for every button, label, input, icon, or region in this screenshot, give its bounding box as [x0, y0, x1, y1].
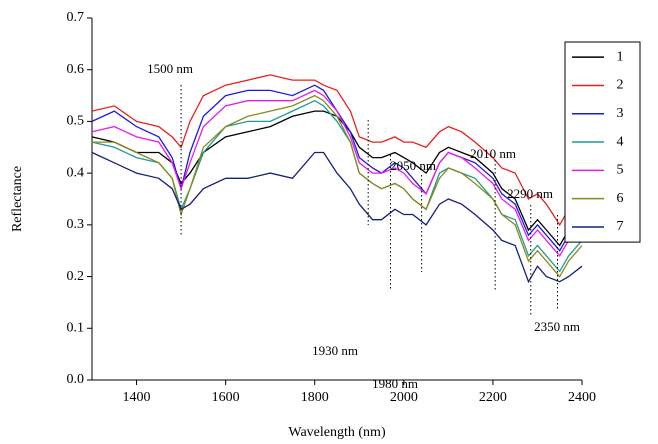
annotation: 2050 nm [390, 158, 436, 173]
annotation: 2350 nm [534, 319, 580, 334]
x-tick-label: 1400 [123, 390, 151, 405]
legend-label: 2 [617, 78, 624, 93]
legend-label: 3 [617, 106, 624, 121]
y-tick-label: 0.3 [67, 217, 85, 232]
annotation: 1930 nm [312, 343, 358, 358]
series-line [91, 89, 583, 258]
legend-label: 7 [617, 219, 624, 234]
annotation: 1980 nm [372, 376, 418, 391]
series-line [91, 74, 583, 227]
y-tick-label: 0.6 [67, 62, 85, 77]
x-tick-label: 2200 [479, 390, 507, 405]
y-tick-label: 0.0 [67, 372, 85, 387]
x-tick-label: 2000 [390, 390, 418, 405]
legend-label: 4 [617, 134, 624, 149]
series-line [91, 84, 583, 252]
series-line [91, 110, 583, 247]
annotation: 1500 nm [147, 61, 193, 76]
x-tick-label: 1600 [212, 390, 240, 405]
legend-label: 6 [617, 191, 624, 206]
x-tick-label: 2400 [568, 390, 596, 405]
series-line [92, 94, 583, 278]
y-tick-label: 0.1 [67, 321, 85, 336]
legend-label: 1 [617, 49, 624, 64]
y-tick-label: 0.5 [67, 114, 85, 129]
y-axis-label: Reflectance [10, 166, 25, 232]
y-tick-label: 0.4 [67, 165, 85, 180]
x-tick-label: 1800 [301, 390, 329, 405]
annotation: 2290 nm [507, 186, 553, 201]
y-tick-label: 0.2 [67, 269, 85, 284]
series-line [91, 151, 583, 284]
y-tick-label: 0.7 [67, 10, 85, 25]
legend-label: 5 [617, 163, 624, 178]
annotation: 2010 nm [470, 146, 516, 161]
x-axis-label: Wavelength (nm) [288, 425, 386, 440]
